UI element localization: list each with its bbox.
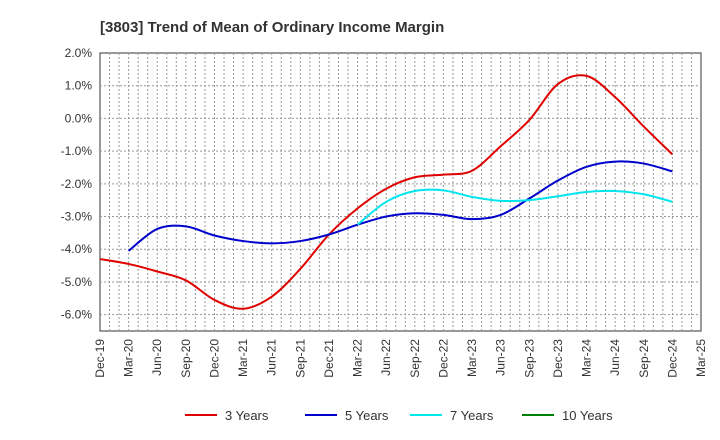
series-line-3-years <box>99 74 674 310</box>
legend-label-7-years: 7 Years <box>450 408 494 423</box>
x-tick-label: Sep-24 <box>637 339 651 378</box>
x-tick-label: Sep-23 <box>522 339 536 378</box>
x-tick-label: Sep-21 <box>293 339 307 378</box>
x-tick-label: Mar-21 <box>236 339 250 377</box>
x-tick-label: Jun-20 <box>150 339 164 376</box>
y-axis-ticks: 2.0% 1.0% 0.0% -1.0% -2.0% -3.0% -4.0% -5.0% -6.… <box>61 46 93 322</box>
chart-title: [3803] Trend of Mean of Ordinary Income … <box>100 19 444 36</box>
series-line-5-years <box>127 160 673 252</box>
x-tick-label: Dec-22 <box>436 339 450 378</box>
y-tick-label: -3.0% <box>61 210 93 224</box>
series-line-7-years <box>356 188 673 226</box>
y-tick-label: 2.0% <box>65 46 93 60</box>
x-tick-label: Mar-20 <box>122 339 136 377</box>
x-axis-ticks: Dec-19 Mar-20 Jun-20 Sep-20 Dec-20 Mar-21 Jun-… <box>93 339 708 378</box>
x-tick-label: Mar-22 <box>351 339 365 377</box>
x-tick-label: Jun-21 <box>265 339 279 376</box>
y-tick-label: 1.0% <box>65 79 93 93</box>
x-tick-label: Dec-19 <box>93 339 107 378</box>
x-tick-label: Dec-23 <box>551 339 565 378</box>
legend-label-10-years: 10 Years <box>562 408 613 423</box>
x-tick-label: Sep-20 <box>179 339 193 378</box>
x-tick-label: Dec-21 <box>322 339 336 378</box>
x-tick-label: Dec-24 <box>665 339 679 378</box>
y-tick-label: -2.0% <box>61 177 93 191</box>
legend: 3 Years 5 Years 7 Years 10 Years <box>185 408 613 423</box>
x-tick-label: Jun-23 <box>494 339 508 376</box>
series-lines <box>99 74 674 310</box>
x-tick-label: Jun-24 <box>608 339 622 376</box>
x-tick-label: Sep-22 <box>408 339 422 378</box>
x-tick-label: Jun-22 <box>379 339 393 376</box>
grid <box>100 53 701 331</box>
y-tick-label: 0.0% <box>65 111 93 125</box>
y-tick-label: -1.0% <box>61 144 93 158</box>
plot-area <box>99 52 702 332</box>
legend-label-3-years: 3 Years <box>225 408 269 423</box>
x-tick-label: Mar-23 <box>465 339 479 377</box>
y-tick-label: -5.0% <box>61 275 93 289</box>
legend-label-5-years: 5 Years <box>345 408 389 423</box>
x-tick-label: Mar-25 <box>694 339 708 377</box>
y-tick-label: -6.0% <box>61 308 93 322</box>
x-tick-label: Dec-20 <box>207 339 221 378</box>
y-tick-label: -4.0% <box>61 242 93 256</box>
x-tick-label: Mar-24 <box>580 339 594 377</box>
